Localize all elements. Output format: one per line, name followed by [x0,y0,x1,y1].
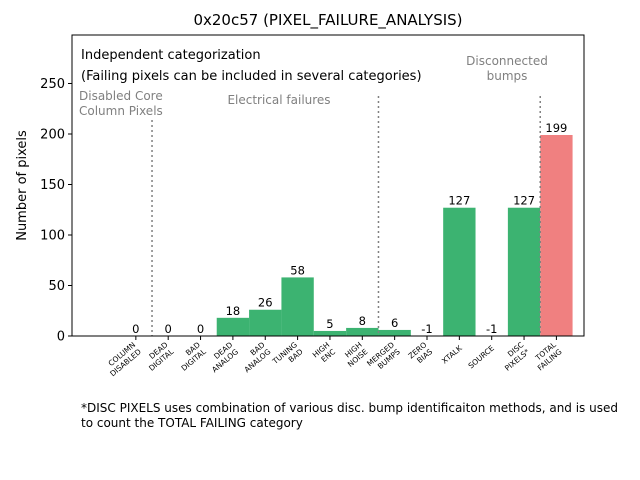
x-tick-label-0: COLUMNDISABLED [102,340,143,378]
x-tick-label-3: DEADANALOG [204,340,240,374]
x-tick-label-13: TOTALFAILING [530,340,564,373]
annotation-disconnected-1: bumps [487,69,528,83]
x-tick-label-10: XTALK [440,343,464,366]
value-label-4: 26 [258,296,273,310]
value-label-9: -1 [421,322,432,336]
x-tick-label-line: XTALK [440,343,464,366]
value-label-3: 18 [226,304,241,318]
bar-12 [507,207,541,336]
x-tick-label-6: HIGHENC [311,340,337,366]
value-label-10: 127 [448,194,470,208]
x-tick-label-8: MERGEDBUMPS [365,340,402,375]
chart-title: 0x20c57 (PIXEL_FAILURE_ANALYSIS) [193,11,463,29]
value-label-0: 0 [132,322,139,336]
value-label-1: 0 [165,322,172,336]
annotation-disabled-core-1: Column Pixels [79,104,163,118]
annotation-disabled-core-0: Disabled Core [79,89,163,103]
bar-6 [313,330,347,336]
value-label-2: 0 [197,322,204,336]
x-tick-label-5: TUNINGBAD [270,340,305,373]
y-tick-label-0: 0 [57,330,65,345]
x-tick-label-1: DEADDIGITAL [141,340,176,373]
x-tick-label-2: BADDIGITAL [174,340,209,373]
plot-frame [71,34,585,337]
bar-4 [249,309,282,336]
bar-7 [346,327,379,336]
x-tick-label-12: DISCPIXELS* [497,340,531,373]
bar-5 [281,277,314,336]
header-line-2: (Failing pixels can be included in sever… [81,69,422,84]
value-label-8: 6 [391,316,398,330]
bar-10 [443,207,476,336]
annotation-disconnected-0: Disconnected [466,54,548,68]
bar-13 [540,134,573,336]
x-tick-label-7: HIGHNOISE [340,340,370,369]
value-label-12: 127 [513,194,535,208]
x-tick-label-line: SOURCE [466,343,496,370]
y-axis-label: Number of pixels [15,130,30,241]
value-label-13: 199 [545,121,567,135]
x-tick-label-11: SOURCE [466,343,496,370]
footnote: *DISC PIXELS uses combination of various… [81,401,618,430]
y-tick-label-50: 50 [48,279,65,294]
value-label-5: 58 [290,263,305,277]
x-tick-label-9: ZEROBIAS [407,340,435,367]
x-tick-label-4: BADANALOG [237,340,273,374]
value-label-6: 5 [326,317,333,331]
value-label-11: -1 [486,322,497,336]
y-tick-label-250: 250 [40,77,65,92]
header-line-1: Independent categorization [81,48,261,63]
y-tick-label-150: 150 [40,178,65,193]
annotation-electrical-failures: Electrical failures [227,93,330,107]
y-tick-label-100: 100 [40,228,65,243]
bar-3 [216,317,250,336]
value-label-7: 8 [359,314,366,328]
y-tick-label-200: 200 [40,127,65,142]
bar-8 [378,329,411,336]
